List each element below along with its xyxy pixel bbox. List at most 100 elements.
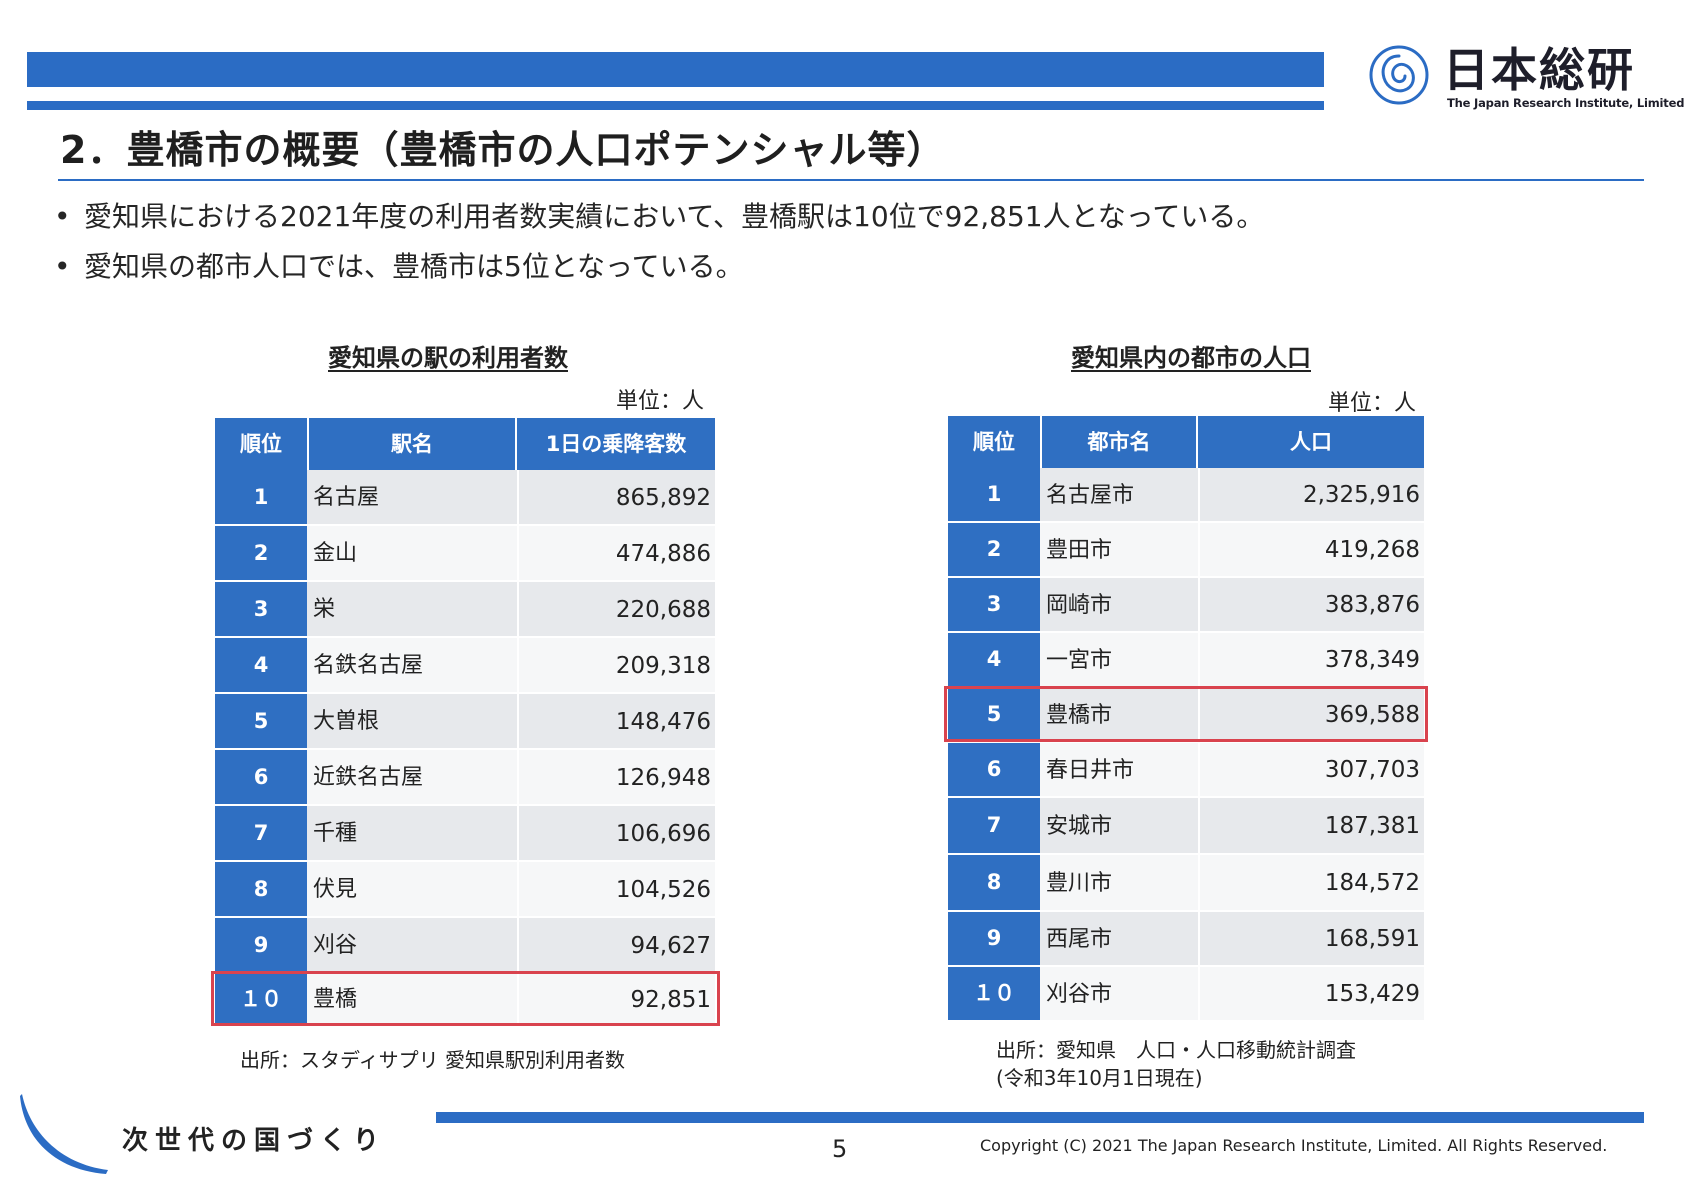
copyright: Copyright (C) 2021 The Japan Research In…	[980, 1136, 1608, 1155]
city-table-unit: 単位：人	[1328, 391, 1417, 416]
station-row: 2 金山 474,886	[215, 526, 715, 582]
city-name: 名古屋市	[1040, 468, 1198, 523]
station-name: 豊橋	[307, 974, 517, 1026]
page-number: 5	[832, 1135, 848, 1163]
station-rank: 7	[215, 806, 307, 862]
station-value: 92,851	[517, 974, 715, 1026]
bullet-mark: •	[54, 200, 71, 233]
station-row: １０ 豊橋 92,851	[215, 974, 715, 1026]
city-row: 4 一宮市 378,349	[948, 633, 1424, 688]
city-header-rank: 順位	[948, 416, 1040, 468]
bullet-1-text: 愛知県における2021年度の利用者数実績において、豊橋駅は10位で92,851人…	[84, 200, 1265, 233]
city-name: 岡崎市	[1040, 578, 1198, 633]
city-row: 1 名古屋市 2,325,916	[948, 468, 1424, 523]
city-value: 153,429	[1198, 967, 1424, 1022]
city-name: 豊橋市	[1040, 688, 1198, 743]
station-rank: 5	[215, 694, 307, 750]
page-title: 2．豊橋市の概要（豊橋市の人口ポテンシャル等）	[60, 128, 946, 172]
station-value: 148,476	[517, 694, 715, 750]
city-rank: 5	[948, 688, 1040, 743]
city-name: 刈谷市	[1040, 967, 1198, 1022]
station-rank: １０	[215, 974, 307, 1026]
title-underline	[58, 179, 1644, 181]
city-rank: 9	[948, 912, 1040, 967]
city-name: 一宮市	[1040, 633, 1198, 688]
station-row: 6 近鉄名古屋 126,948	[215, 750, 715, 806]
station-name: 千種	[307, 806, 517, 862]
city-value: 419,268	[1198, 523, 1424, 578]
header-bar-bottom	[27, 101, 1324, 110]
logo-subtitle: The Japan Research Institute, Limited	[1447, 96, 1685, 110]
city-rank: １０	[948, 967, 1040, 1022]
station-name: 伏見	[307, 862, 517, 918]
station-row: 7 千種 106,696	[215, 806, 715, 862]
station-value: 106,696	[517, 806, 715, 862]
city-row: 6 春日井市 307,703	[948, 743, 1424, 798]
station-header-value: 1日の乗降客数	[517, 418, 715, 470]
city-rank: 7	[948, 798, 1040, 855]
city-value: 383,876	[1198, 578, 1424, 633]
city-value: 369,588	[1198, 688, 1424, 743]
station-table-title: 愛知県の駅の利用者数	[328, 344, 568, 372]
station-value: 474,886	[517, 526, 715, 582]
station-rank: 2	[215, 526, 307, 582]
footer-slogan: 次世代の国づくり	[122, 1126, 387, 1156]
city-row: １０ 刈谷市 153,429	[948, 967, 1424, 1022]
city-rank: 2	[948, 523, 1040, 578]
bullet-1: • 愛知県における2021年度の利用者数実績において、豊橋駅は10位で92,851…	[54, 197, 1264, 237]
city-rank: 1	[948, 468, 1040, 523]
station-rank: 6	[215, 750, 307, 806]
station-value: 209,318	[517, 638, 715, 694]
city-value: 2,325,916	[1198, 468, 1424, 523]
station-row: 3 栄 220,688	[215, 582, 715, 638]
footer-bar	[436, 1112, 1644, 1123]
station-row: 8 伏見 104,526	[215, 862, 715, 918]
city-rank: 3	[948, 578, 1040, 633]
city-name: 豊田市	[1040, 523, 1198, 578]
city-header-name: 都市名	[1042, 416, 1196, 468]
station-name: 栄	[307, 582, 517, 638]
city-row: 7 安城市 187,381	[948, 798, 1424, 855]
city-row: 2 豊田市 419,268	[948, 523, 1424, 578]
station-value: 94,627	[517, 918, 715, 974]
station-name: 刈谷	[307, 918, 517, 974]
city-header-value: 人口	[1198, 416, 1424, 468]
city-row: 8 豊川市 184,572	[948, 855, 1424, 912]
station-value: 126,948	[517, 750, 715, 806]
logo-name: 日本総研	[1443, 43, 1635, 97]
bullet-mark: •	[54, 250, 71, 283]
station-row: 4 名鉄名古屋 209,318	[215, 638, 715, 694]
station-row: 5 大曽根 148,476	[215, 694, 715, 750]
station-name: 大曽根	[307, 694, 517, 750]
station-table-unit: 単位：人	[616, 389, 705, 414]
city-name: 豊川市	[1040, 855, 1198, 912]
station-rank: 3	[215, 582, 307, 638]
station-rank: 4	[215, 638, 307, 694]
city-name: 西尾市	[1040, 912, 1198, 967]
station-value: 104,526	[517, 862, 715, 918]
city-row: 9 西尾市 168,591	[948, 912, 1424, 967]
city-value: 307,703	[1198, 743, 1424, 798]
station-header-rank: 順位	[215, 418, 307, 470]
station-row: 9 刈谷 94,627	[215, 918, 715, 974]
city-table: 順位 都市名 人口 1 名古屋市 2,325,916 2 豊田市 419,268 3 岡崎市 3…	[948, 416, 1424, 1024]
city-table-title: 愛知県内の都市の人口	[1071, 344, 1311, 372]
city-rank: 4	[948, 633, 1040, 688]
station-row: 1 名古屋 865,892	[215, 470, 715, 526]
bullet-2-text: 愛知県の都市人口では、豊橋市は5位となっている。	[84, 250, 744, 283]
city-name: 春日井市	[1040, 743, 1198, 798]
city-value: 378,349	[1198, 633, 1424, 688]
header-bar-top	[27, 52, 1324, 87]
station-value: 865,892	[517, 470, 715, 526]
station-name: 名鉄名古屋	[307, 638, 517, 694]
footer-swoosh-icon	[20, 1094, 108, 1174]
station-source: 出所：スタディサプリ 愛知県駅別利用者数	[240, 1048, 625, 1072]
bullet-2: • 愛知県の都市人口では、豊橋市は5位となっている。	[54, 247, 744, 287]
city-source-line2: (令和3年10月1日現在)	[996, 1066, 1203, 1090]
station-name: 金山	[307, 526, 517, 582]
city-value: 184,572	[1198, 855, 1424, 912]
station-rank: 1	[215, 470, 307, 526]
city-name: 安城市	[1040, 798, 1198, 855]
city-rank: 8	[948, 855, 1040, 912]
station-name: 名古屋	[307, 470, 517, 526]
